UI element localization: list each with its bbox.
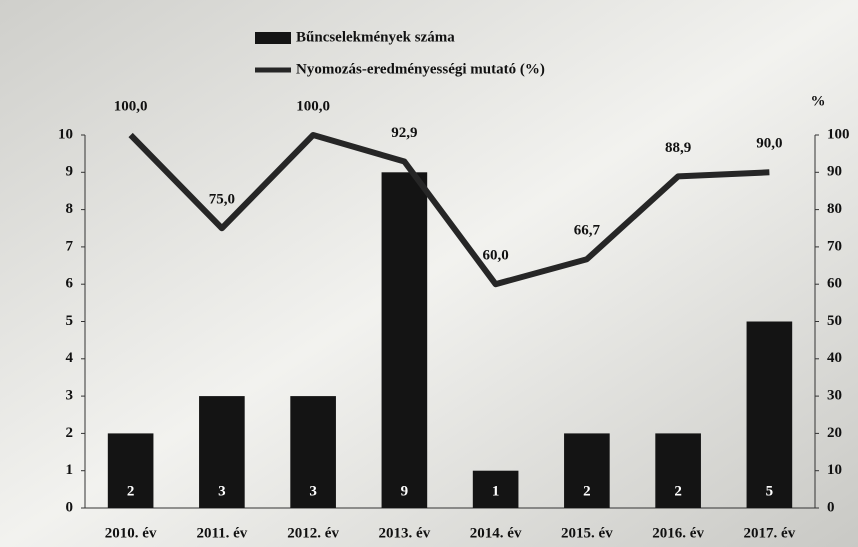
bar-value-label: 3 — [309, 483, 317, 499]
bar — [747, 322, 793, 509]
y-tick-label: 5 — [66, 313, 74, 329]
y-tick-label: 8 — [66, 201, 74, 217]
y2-tick-label: 70 — [827, 238, 842, 254]
y2-axis-label: % — [811, 93, 826, 109]
x-tick-label: 2013. év — [379, 525, 431, 541]
line-value-label: 88,9 — [665, 140, 691, 156]
y2-tick-label: 40 — [827, 350, 842, 366]
x-tick-label: 2014. év — [470, 525, 522, 541]
y-tick-label: 2 — [66, 425, 74, 441]
bar-value-label: 9 — [401, 483, 409, 499]
y2-tick-label: 10 — [827, 462, 842, 478]
line-value-label: 92,9 — [391, 125, 417, 141]
y-tick-label: 0 — [66, 499, 74, 515]
bar-value-label: 2 — [674, 483, 682, 499]
y-tick-label: 9 — [66, 164, 74, 180]
y-tick-label: 7 — [66, 238, 74, 254]
line-value-label: 90,0 — [756, 136, 782, 152]
y2-tick-label: 0 — [827, 499, 835, 515]
x-tick-label: 2015. év — [561, 525, 613, 541]
bar-value-label: 2 — [127, 483, 135, 499]
bar-value-label: 1 — [492, 483, 500, 499]
bar — [382, 172, 428, 508]
x-tick-label: 2010. év — [105, 525, 157, 541]
legend-swatch — [255, 32, 291, 44]
line-value-label: 100,0 — [114, 98, 148, 114]
y2-tick-label: 90 — [827, 164, 842, 180]
y-tick-label: 4 — [66, 350, 74, 366]
line-value-label: 60,0 — [483, 248, 509, 264]
y2-tick-label: 100 — [827, 126, 850, 142]
y-tick-label: 3 — [66, 388, 74, 404]
page: {"chart_data": {"type": "bar-line", "cat… — [0, 0, 858, 547]
y-tick-label: 6 — [66, 276, 74, 292]
y-tick-label: 1 — [66, 462, 74, 478]
bar-value-label: 3 — [218, 483, 226, 499]
bar-value-label: 5 — [766, 483, 774, 499]
legend-label: Bűncselekmények száma — [296, 29, 455, 45]
line-value-label: 66,7 — [574, 223, 601, 239]
y2-tick-label: 50 — [827, 313, 842, 329]
legend-label: Nyomozás-eredményességi mutató (%) — [296, 61, 545, 77]
x-tick-label: 2011. év — [196, 525, 247, 541]
chart: % 01234567891001020304050607080901002010… — [0, 0, 858, 547]
x-tick-label: 2016. év — [652, 525, 704, 541]
line-value-label: 75,0 — [209, 192, 235, 208]
x-tick-label: 2017. év — [744, 525, 796, 541]
y2-tick-label: 20 — [827, 425, 842, 441]
x-tick-label: 2012. év — [287, 525, 339, 541]
line-value-label: 100,0 — [296, 98, 330, 114]
y2-tick-label: 30 — [827, 388, 842, 404]
y-tick-label: 10 — [58, 126, 73, 142]
bar-value-label: 2 — [583, 483, 591, 499]
y2-tick-label: 60 — [827, 276, 842, 292]
y2-tick-label: 80 — [827, 201, 842, 217]
